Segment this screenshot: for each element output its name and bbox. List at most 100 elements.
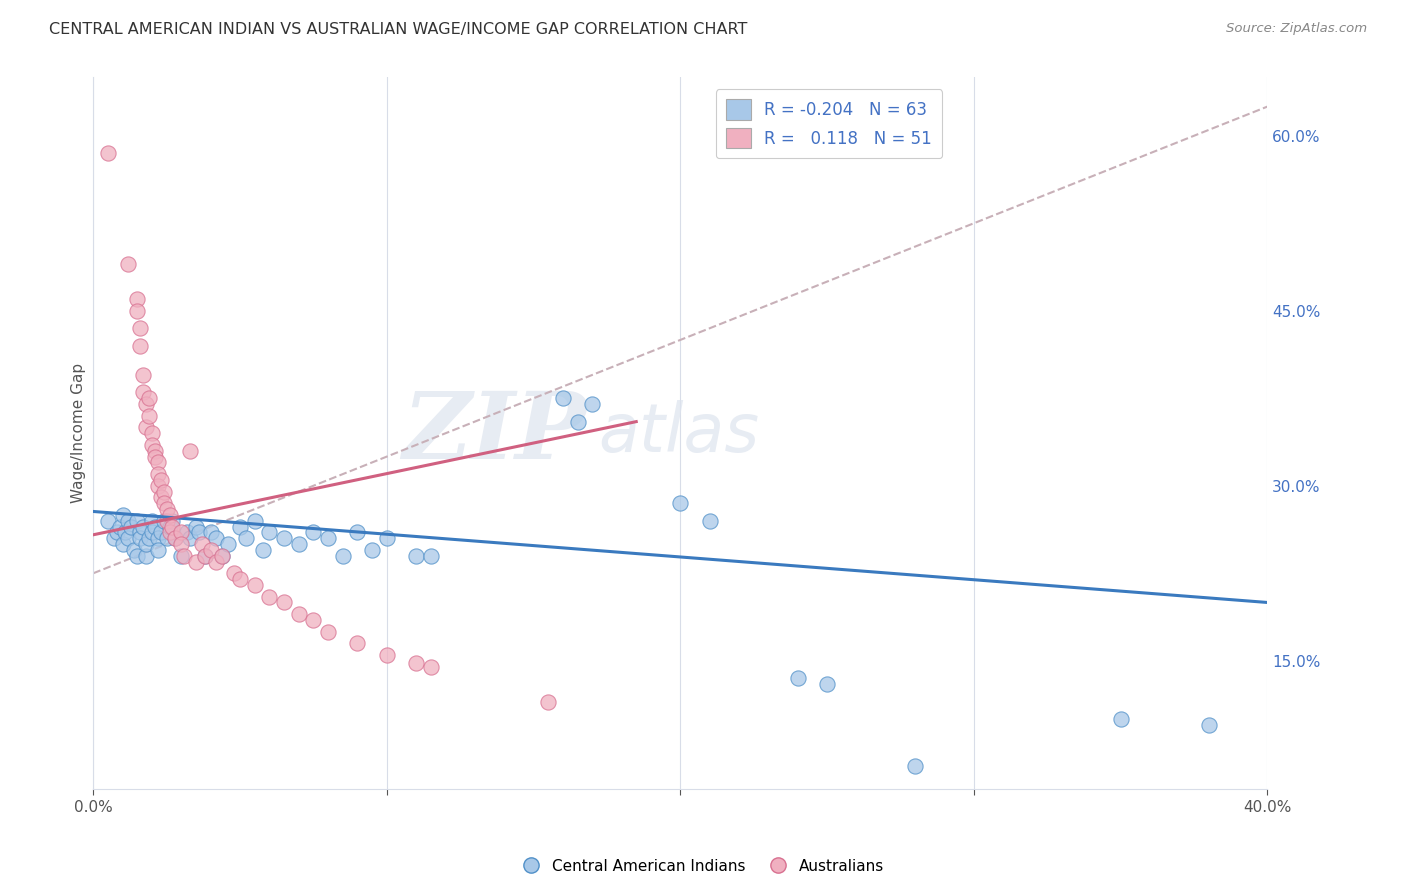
Point	[252, 543, 274, 558]
Point	[146, 531, 169, 545]
Point	[138, 409, 160, 423]
Point	[173, 549, 195, 563]
Point	[143, 443, 166, 458]
Point	[316, 531, 339, 545]
Point	[184, 519, 207, 533]
Point	[114, 525, 136, 540]
Point	[97, 146, 120, 161]
Point	[108, 519, 131, 533]
Point	[405, 656, 427, 670]
Point	[127, 292, 149, 306]
Point	[217, 537, 239, 551]
Point	[146, 479, 169, 493]
Point	[194, 549, 217, 563]
Point	[135, 420, 157, 434]
Point	[165, 531, 187, 545]
Point	[159, 525, 181, 540]
Point	[141, 426, 163, 441]
Point	[346, 525, 368, 540]
Point	[138, 392, 160, 406]
Point	[332, 549, 354, 563]
Point	[176, 525, 198, 540]
Point	[287, 607, 309, 621]
Point	[127, 303, 149, 318]
Legend: R = -0.204   N = 63, R =   0.118   N = 51: R = -0.204 N = 63, R = 0.118 N = 51	[716, 89, 942, 159]
Point	[229, 519, 252, 533]
Point	[152, 514, 174, 528]
Point	[537, 695, 560, 709]
Point	[111, 508, 134, 522]
Point	[170, 549, 193, 563]
Point	[375, 531, 398, 545]
Point	[138, 531, 160, 545]
Point	[149, 491, 172, 505]
Point	[117, 514, 139, 528]
Point	[155, 514, 177, 528]
Point	[419, 659, 441, 673]
Point	[143, 450, 166, 464]
Point	[155, 502, 177, 516]
Point	[127, 549, 149, 563]
Point	[117, 257, 139, 271]
Point	[146, 467, 169, 482]
Point	[129, 321, 152, 335]
Point	[155, 531, 177, 545]
Point	[259, 590, 281, 604]
Point	[135, 549, 157, 563]
Point	[405, 549, 427, 563]
Point	[105, 525, 128, 540]
Point	[346, 636, 368, 650]
Point	[361, 543, 384, 558]
Point	[205, 531, 228, 545]
Point	[205, 555, 228, 569]
Point	[200, 525, 222, 540]
Point	[243, 578, 266, 592]
Point	[135, 537, 157, 551]
Point	[129, 525, 152, 540]
Point	[581, 397, 603, 411]
Point	[152, 496, 174, 510]
Point	[551, 392, 574, 406]
Point	[375, 648, 398, 662]
Point	[786, 671, 808, 685]
Point	[146, 455, 169, 469]
Point	[149, 473, 172, 487]
Point	[127, 514, 149, 528]
Point	[1198, 718, 1220, 732]
Point	[302, 613, 325, 627]
Point	[132, 368, 155, 382]
Text: Source: ZipAtlas.com: Source: ZipAtlas.com	[1226, 22, 1367, 36]
Point	[141, 525, 163, 540]
Point	[191, 537, 214, 551]
Point	[129, 531, 152, 545]
Point	[146, 543, 169, 558]
Text: CENTRAL AMERICAN INDIAN VS AUSTRALIAN WAGE/INCOME GAP CORRELATION CHART: CENTRAL AMERICAN INDIAN VS AUSTRALIAN WA…	[49, 22, 748, 37]
Point	[141, 514, 163, 528]
Point	[170, 537, 193, 551]
Point	[117, 531, 139, 545]
Point	[243, 514, 266, 528]
Point	[302, 525, 325, 540]
Point	[111, 537, 134, 551]
Point	[141, 438, 163, 452]
Point	[316, 624, 339, 639]
Point	[194, 549, 217, 563]
Point	[159, 519, 181, 533]
Point	[129, 339, 152, 353]
Point	[152, 484, 174, 499]
Y-axis label: Wage/Income Gap: Wage/Income Gap	[72, 363, 86, 503]
Point	[815, 677, 838, 691]
Point	[170, 525, 193, 540]
Point	[1109, 712, 1132, 726]
Point	[184, 555, 207, 569]
Legend: Central American Indians, Australians: Central American Indians, Australians	[516, 853, 890, 880]
Point	[179, 531, 201, 545]
Point	[419, 549, 441, 563]
Point	[273, 595, 295, 609]
Text: ZIP: ZIP	[402, 388, 586, 478]
Point	[259, 525, 281, 540]
Point	[229, 572, 252, 586]
Point	[211, 549, 233, 563]
Point	[222, 566, 245, 581]
Point	[165, 531, 187, 545]
